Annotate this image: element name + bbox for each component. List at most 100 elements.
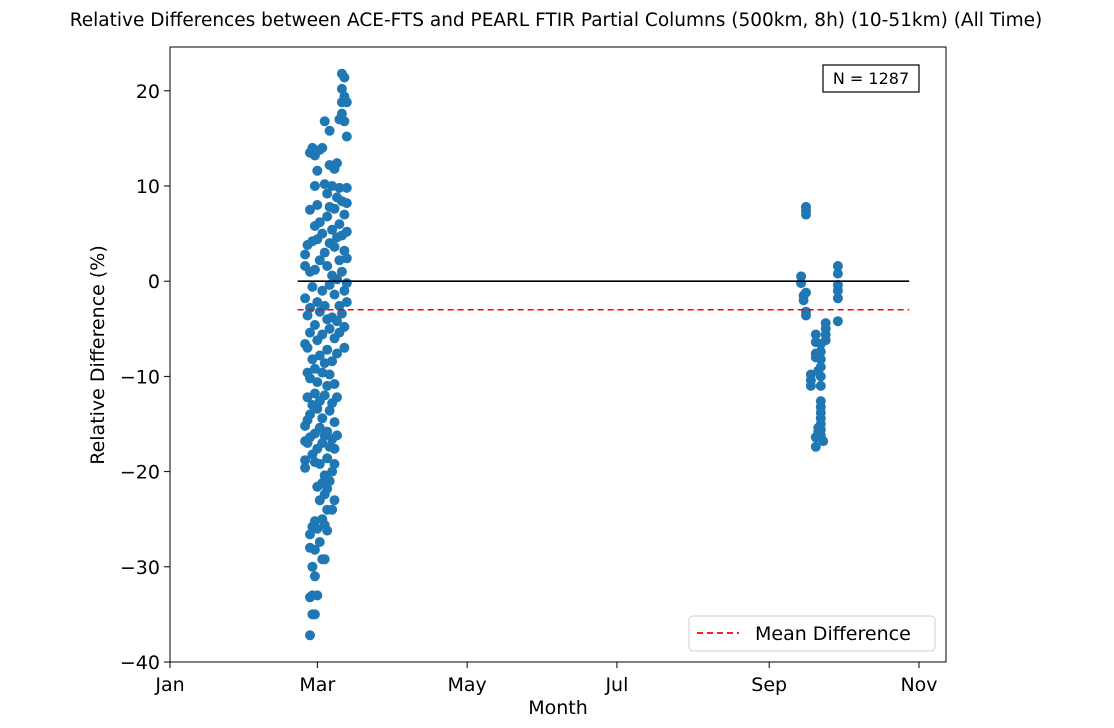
- data-point: [322, 525, 333, 536]
- data-point: [818, 436, 829, 447]
- data-point: [317, 228, 328, 239]
- data-point: [317, 285, 328, 296]
- data-point: [307, 561, 318, 572]
- data-point: [341, 278, 352, 289]
- plot-area-frame: [169, 46, 947, 663]
- data-point: [327, 466, 338, 477]
- data-point: [324, 476, 335, 487]
- data-point: [341, 182, 352, 193]
- data-point: [339, 321, 350, 332]
- y-tick-label: −20: [120, 462, 160, 484]
- legend-mean-difference-label: Mean Difference: [755, 623, 911, 645]
- y-tick-label: 10: [136, 176, 160, 198]
- data-point: [832, 293, 843, 304]
- data-point: [314, 217, 325, 228]
- data-point: [302, 342, 313, 353]
- data-point: [329, 495, 340, 506]
- y-tick-label: 20: [136, 81, 160, 103]
- data-point: [815, 380, 826, 391]
- data-point: [312, 403, 323, 414]
- data-point: [327, 504, 338, 515]
- data-point: [322, 211, 333, 222]
- legend: Mean Difference: [688, 615, 936, 652]
- data-point: [319, 554, 330, 565]
- data-point: [305, 409, 315, 420]
- data-point: [796, 278, 807, 289]
- data-point: [309, 363, 320, 374]
- data-point: [815, 346, 826, 357]
- data-point: [319, 116, 330, 127]
- data-point: [305, 327, 315, 338]
- data-point: [302, 310, 313, 321]
- x-axis-label: Month: [528, 697, 588, 719]
- data-point: [317, 413, 328, 424]
- data-point: [314, 350, 325, 361]
- data-point: [314, 537, 325, 547]
- data-point: [329, 459, 340, 469]
- data-point: [332, 348, 342, 359]
- data-point: [339, 342, 350, 353]
- data-point: [312, 523, 323, 534]
- data-point: [332, 430, 342, 441]
- data-point: [336, 83, 347, 94]
- y-axis-label: Relative Difference (%): [87, 245, 109, 465]
- data-point: [815, 361, 826, 372]
- data-point: [832, 285, 843, 296]
- data-point: [339, 116, 350, 127]
- x-axis: Jan Mar May Jul Sep Nov: [154, 662, 938, 696]
- annotation-text: N = 1287: [833, 69, 909, 88]
- data-point: [324, 125, 335, 136]
- data-point: [322, 188, 333, 199]
- data-point: [309, 544, 320, 555]
- data-point: [309, 320, 320, 330]
- data-point: [329, 417, 340, 428]
- data-point: [339, 285, 350, 296]
- data-point: [336, 266, 347, 277]
- data-point: [820, 335, 831, 346]
- data-point: [329, 289, 340, 300]
- y-tick-label: −10: [120, 366, 160, 388]
- chart-title: Relative Differences between ACE-FTS and…: [70, 10, 1042, 31]
- x-tick-label: Jan: [154, 674, 184, 696]
- data-point: [309, 388, 320, 399]
- legend-box: [688, 615, 936, 652]
- data-point: [300, 462, 311, 473]
- y-tick-label: −30: [120, 557, 160, 579]
- data-point: [341, 226, 352, 237]
- data-point: [341, 97, 352, 108]
- data-point: [815, 371, 826, 382]
- data-point: [305, 630, 315, 641]
- data-point: [324, 369, 335, 380]
- data-point: [305, 204, 315, 215]
- data-point: [324, 405, 335, 416]
- data-point: [798, 295, 809, 306]
- data-point: [327, 356, 338, 367]
- data-point: [300, 249, 311, 260]
- data-point: [319, 247, 330, 258]
- data-point: [312, 200, 323, 210]
- n-count-annotation: N = 1287: [822, 64, 920, 93]
- data-point: [334, 182, 345, 193]
- x-tick-label: Mar: [299, 674, 335, 696]
- data-point: [341, 253, 352, 264]
- data-point: [339, 72, 350, 83]
- data-point: [314, 422, 325, 433]
- data-point: [307, 281, 318, 292]
- x-tick-label: May: [447, 674, 486, 696]
- data-point: [341, 198, 352, 209]
- data-point: [332, 392, 342, 403]
- data-point: [332, 158, 342, 169]
- data-point: [832, 261, 843, 271]
- data-point: [309, 609, 320, 620]
- data-point: [317, 329, 328, 340]
- data-point: [312, 297, 323, 308]
- data-point: [332, 316, 342, 327]
- data-point: [322, 483, 333, 494]
- data-point: [329, 379, 340, 389]
- data-point: [805, 380, 816, 391]
- data-point: [324, 280, 335, 290]
- data-point: [832, 268, 843, 279]
- data-point: [327, 224, 338, 235]
- data-point: [832, 316, 843, 327]
- data-point: [312, 377, 323, 388]
